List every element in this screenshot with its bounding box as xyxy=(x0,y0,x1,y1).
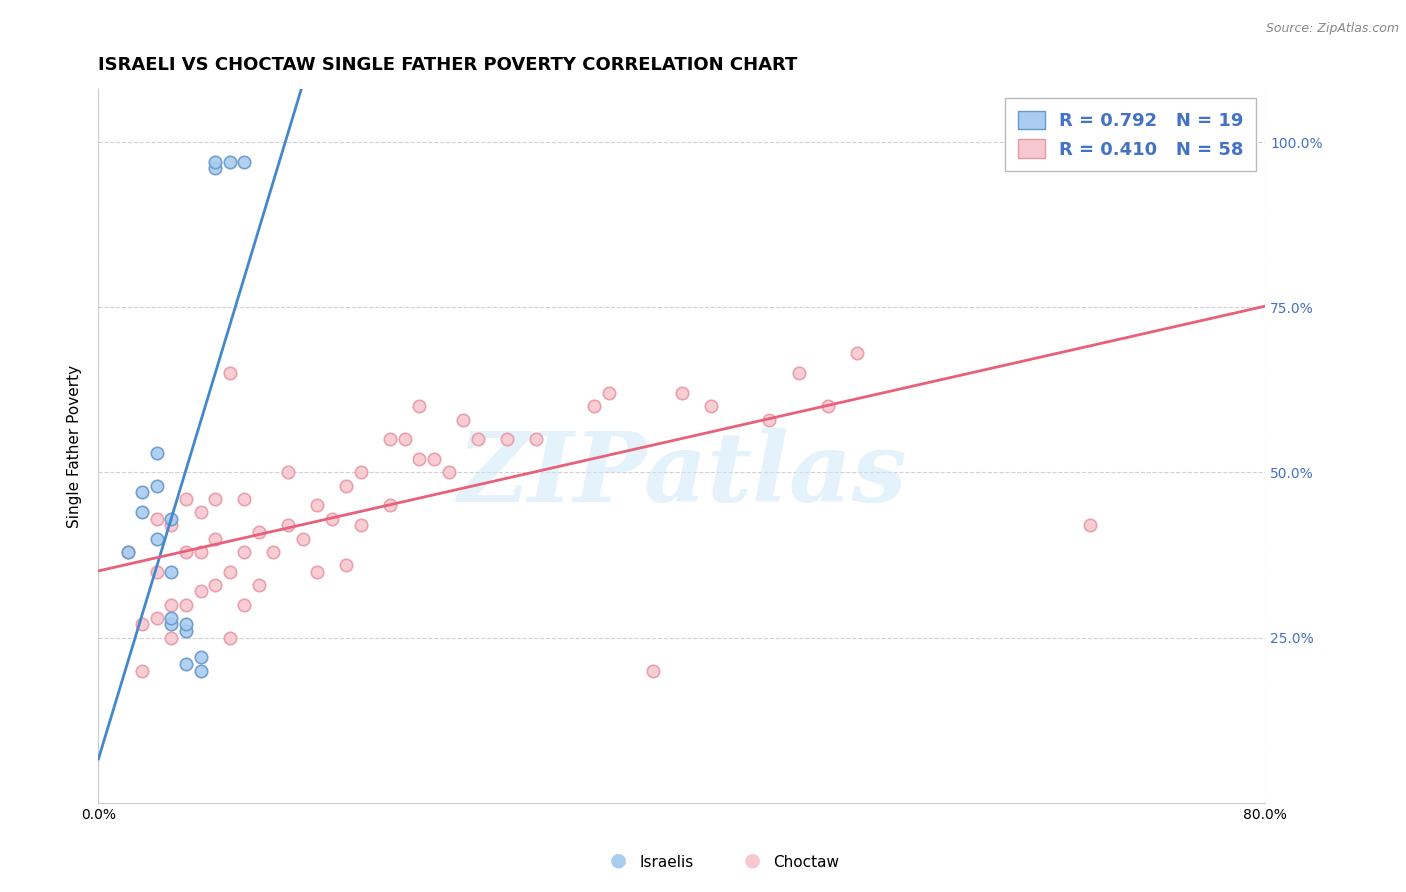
Point xyxy=(131,485,153,500)
Point xyxy=(321,511,343,525)
Point xyxy=(437,466,460,480)
Point xyxy=(160,611,183,625)
Point xyxy=(307,499,329,513)
Point xyxy=(233,598,256,612)
Point xyxy=(204,532,226,546)
Point xyxy=(700,400,723,414)
Point xyxy=(160,511,183,525)
Point xyxy=(408,400,430,414)
Point xyxy=(335,478,357,492)
Point xyxy=(218,565,240,579)
Point xyxy=(131,664,153,678)
Point xyxy=(174,491,197,506)
Point xyxy=(146,611,169,625)
Text: Source: ZipAtlas.com: Source: ZipAtlas.com xyxy=(1265,22,1399,36)
Point xyxy=(496,433,519,447)
Point xyxy=(218,367,240,381)
Point xyxy=(174,598,197,612)
Point xyxy=(204,161,226,176)
Point xyxy=(671,386,693,401)
Point xyxy=(787,367,810,381)
Point xyxy=(1080,518,1102,533)
Point xyxy=(146,511,169,525)
Point xyxy=(146,478,169,492)
Point xyxy=(204,491,226,506)
Point xyxy=(174,545,197,559)
Point xyxy=(277,518,299,533)
Point xyxy=(583,400,606,414)
Point xyxy=(350,518,373,533)
Point xyxy=(190,545,212,559)
Point xyxy=(451,412,474,426)
Point xyxy=(467,433,489,447)
Point xyxy=(233,491,256,506)
Text: ISRAELI VS CHOCTAW SINGLE FATHER POVERTY CORRELATION CHART: ISRAELI VS CHOCTAW SINGLE FATHER POVERTY… xyxy=(98,56,797,74)
Point xyxy=(350,466,373,480)
Point xyxy=(598,386,620,401)
Point xyxy=(146,445,169,459)
Point xyxy=(247,524,270,539)
Point xyxy=(247,578,270,592)
Point xyxy=(817,400,839,414)
Point xyxy=(204,578,226,592)
Point xyxy=(233,154,256,169)
Point xyxy=(758,412,780,426)
Point xyxy=(262,545,284,559)
Point xyxy=(131,617,153,632)
Point xyxy=(277,466,299,480)
Point xyxy=(131,505,153,519)
Point xyxy=(190,650,212,665)
Point xyxy=(117,545,139,559)
Point xyxy=(423,452,446,467)
Point xyxy=(218,154,240,169)
Point xyxy=(307,565,329,579)
Point xyxy=(394,433,416,447)
Point xyxy=(160,631,183,645)
Point xyxy=(380,433,402,447)
Text: ●: ● xyxy=(610,851,627,870)
Text: ●: ● xyxy=(744,851,761,870)
Point xyxy=(641,664,664,678)
Legend: R = 0.792   N = 19, R = 0.410   N = 58: R = 0.792 N = 19, R = 0.410 N = 58 xyxy=(1005,98,1257,171)
Text: ZIPatlas: ZIPatlas xyxy=(457,427,907,522)
Point xyxy=(160,518,183,533)
Point xyxy=(146,532,169,546)
Text: Israelis: Israelis xyxy=(640,855,695,870)
Point xyxy=(408,452,430,467)
Point xyxy=(204,154,226,169)
Point xyxy=(160,598,183,612)
Point xyxy=(174,624,197,638)
Text: Choctaw: Choctaw xyxy=(773,855,839,870)
Point xyxy=(160,617,183,632)
Point xyxy=(160,565,183,579)
Point xyxy=(117,545,139,559)
Point xyxy=(190,584,212,599)
Point xyxy=(291,532,314,546)
Point xyxy=(846,346,869,360)
Point xyxy=(380,499,402,513)
Point xyxy=(146,565,169,579)
Point xyxy=(335,558,357,572)
Y-axis label: Single Father Poverty: Single Father Poverty xyxy=(67,365,83,527)
Point xyxy=(218,631,240,645)
Point xyxy=(174,657,197,671)
Point xyxy=(174,617,197,632)
Point xyxy=(190,664,212,678)
Point xyxy=(233,545,256,559)
Point xyxy=(524,433,547,447)
Point xyxy=(190,505,212,519)
